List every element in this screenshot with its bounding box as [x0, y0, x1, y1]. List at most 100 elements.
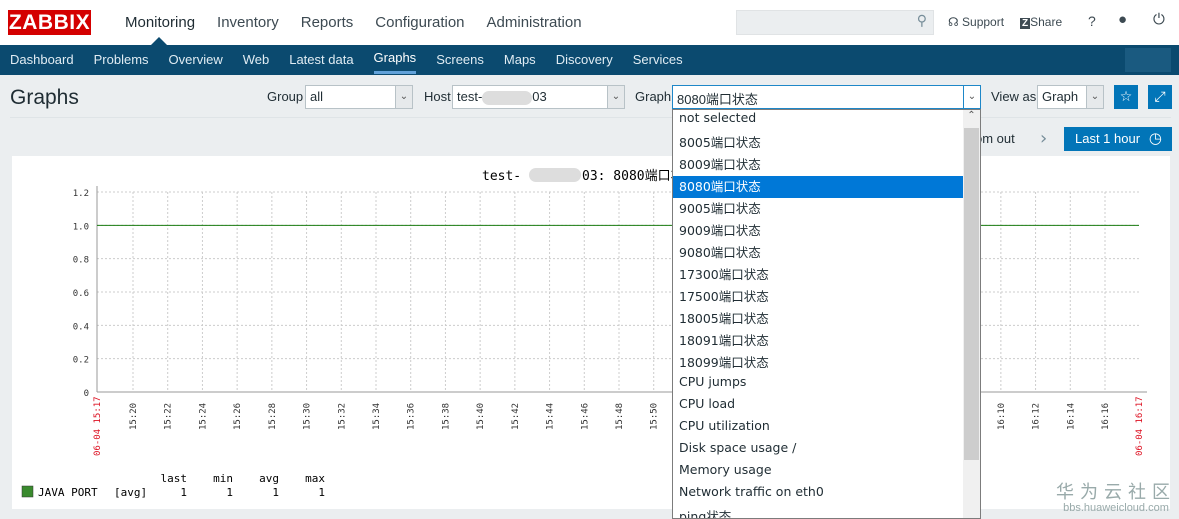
legend-header: avg: [259, 472, 279, 485]
graph-option[interactable]: ping状态: [679, 509, 732, 519]
graph-option[interactable]: not selected: [679, 110, 757, 125]
x-start-label: 06-04 15:17: [93, 396, 103, 456]
graph-option[interactable]: CPU utilization: [679, 418, 770, 433]
legend-value-max: 1: [318, 486, 325, 499]
graph-option[interactable]: 17300端口状态: [679, 267, 769, 282]
group-value: all: [310, 89, 324, 104]
subnav-screens[interactable]: Screens: [436, 52, 484, 67]
y-tick-label: 0.4: [73, 322, 89, 332]
chevron-down-icon: ⌄: [607, 86, 624, 108]
favorite-button[interactable]: ☆: [1114, 85, 1138, 109]
chevron-down-icon: ⌄: [1086, 86, 1103, 108]
host-value-end: 03: [532, 89, 547, 104]
help-icon[interactable]: ?: [1088, 13, 1096, 29]
view-as-value: Graph: [1042, 89, 1079, 104]
subnav-discovery[interactable]: Discovery: [555, 52, 613, 67]
graph-option[interactable]: 18005端口状态: [679, 311, 769, 326]
x-tick-label: 15:22: [164, 403, 174, 430]
graph-option[interactable]: 9080端口状态: [679, 245, 761, 260]
legend-value-min: 1: [226, 486, 233, 499]
blurred-text: [529, 168, 581, 182]
nav-configuration[interactable]: Configuration: [375, 14, 465, 31]
x-tick-label: 15:50: [650, 403, 660, 430]
subnav-overview[interactable]: Overview: [168, 52, 223, 67]
graph-option[interactable]: Network traffic on eth0: [679, 484, 824, 499]
graph-dropdown-list[interactable]: not selected 8005端口状态 8009端口状态 8080端口状态 9005…: [672, 109, 981, 519]
legend-header: last: [161, 472, 188, 485]
graph-select[interactable]: 8080端口状态 ⌄: [672, 85, 981, 109]
x-tick-label: 15:34: [372, 403, 382, 430]
main-nav: Monitoring Inventory Reports Configurati…: [125, 14, 582, 31]
view-as-label: View as: [991, 89, 1037, 104]
chevron-right-icon[interactable]: ›: [1040, 128, 1048, 149]
nav-monitoring[interactable]: Monitoring: [125, 14, 196, 31]
watermark: 华为云社区 bbs.huaweicloud.com: [1056, 478, 1176, 514]
blurred-area: [1125, 48, 1171, 72]
subnav-graphs[interactable]: Graphs: [373, 45, 417, 74]
page-title: Graphs: [10, 86, 79, 109]
host-select[interactable]: test- 03 ⌄: [452, 85, 625, 109]
graph-option[interactable]: Disk space usage /: [679, 440, 797, 455]
expand-icon: ⤢: [1154, 89, 1166, 105]
x-tick-label: 16:14: [1066, 403, 1076, 430]
nav-inventory[interactable]: Inventory: [217, 14, 279, 31]
graph-option[interactable]: 8005端口状态: [679, 135, 761, 150]
x-tick-label: 15:20: [129, 403, 139, 430]
support-link[interactable]: ☊ Support: [948, 15, 1004, 29]
x-tick-label: 15:30: [303, 403, 313, 430]
graph-value: 8080端口状态: [677, 92, 758, 107]
x-tick-label: 16:16: [1101, 403, 1111, 430]
star-icon: ☆: [1119, 89, 1133, 105]
chevron-up-icon[interactable]: ⌃: [967, 110, 976, 121]
scrollbar-thumb[interactable]: [964, 128, 979, 460]
graph-option[interactable]: 8009端口状态: [679, 157, 761, 172]
subnav-latest-data[interactable]: Latest data: [289, 52, 354, 67]
view-as-select[interactable]: Graph ⌄: [1037, 85, 1104, 109]
divider: [10, 117, 1171, 118]
x-tick-label: 15:38: [441, 403, 451, 430]
x-tick-label: 16:10: [997, 403, 1007, 430]
nav-reports[interactable]: Reports: [300, 14, 354, 31]
zoom-out-button[interactable]: om out: [975, 131, 1015, 146]
x-tick-label: 15:44: [546, 403, 556, 430]
sub-nav: Dashboard Problems Overview Web Latest d…: [0, 45, 1179, 75]
search-icon[interactable]: ⚲: [916, 13, 927, 29]
graph-option[interactable]: CPU jumps: [679, 374, 747, 389]
scrollbar[interactable]: ⌃: [963, 110, 980, 518]
x-tick-label: 15:28: [268, 403, 278, 430]
share-link[interactable]: Z Share: [1020, 15, 1062, 29]
graph-option[interactable]: 9009端口状态: [679, 223, 761, 238]
graph-option[interactable]: 8080端口状态: [673, 176, 963, 198]
user-icon[interactable]: ●: [1118, 11, 1128, 28]
share-label: Share: [1030, 15, 1063, 29]
legend-header: min: [213, 472, 233, 485]
x-tick-label: 15:48: [615, 403, 625, 430]
graph-chart[interactable]: test- 03: 8080端口状态 0 0.2 0.4 0.6 0.8 1.0 1.2 15:2…: [12, 156, 1170, 509]
power-icon[interactable]: ⏻: [1153, 11, 1165, 28]
subnav-services[interactable]: Services: [632, 52, 683, 67]
nav-administration[interactable]: Administration: [486, 14, 582, 31]
graph-option[interactable]: CPU load: [679, 396, 736, 411]
subnav-web[interactable]: Web: [242, 52, 270, 67]
time-range-button[interactable]: Last 1 hour ◷: [1064, 127, 1172, 151]
chevron-down-icon: ⌄: [963, 86, 980, 108]
graph-option[interactable]: 18091端口状态: [679, 333, 769, 348]
graph-option[interactable]: 9005端口状态: [679, 201, 761, 216]
graph-option[interactable]: 18099端口状态: [679, 355, 769, 370]
x-tick-label: 15:46: [580, 403, 590, 430]
x-tick-label: 15:26: [233, 403, 243, 430]
zabbix-logo[interactable]: ZABBIX: [8, 10, 91, 35]
top-bar: ZABBIX Monitoring Inventory Reports Conf…: [0, 0, 1179, 45]
x-tick-label: 15:24: [198, 403, 208, 430]
y-tick-label: 1.0: [73, 222, 89, 232]
graph-option[interactable]: Memory usage: [679, 462, 772, 477]
subnav-dashboard[interactable]: Dashboard: [10, 52, 74, 67]
y-tick-label: 1.2: [73, 189, 89, 199]
search-input[interactable]: ⚲: [736, 10, 934, 35]
graph-option[interactable]: 17500端口状态: [679, 289, 769, 304]
group-select[interactable]: all ⌄: [305, 85, 413, 109]
subnav-problems[interactable]: Problems: [93, 52, 149, 67]
fullscreen-button[interactable]: ⤢: [1148, 85, 1172, 109]
watermark-url: bbs.huaweicloud.com: [1063, 502, 1169, 514]
subnav-maps[interactable]: Maps: [503, 52, 536, 67]
